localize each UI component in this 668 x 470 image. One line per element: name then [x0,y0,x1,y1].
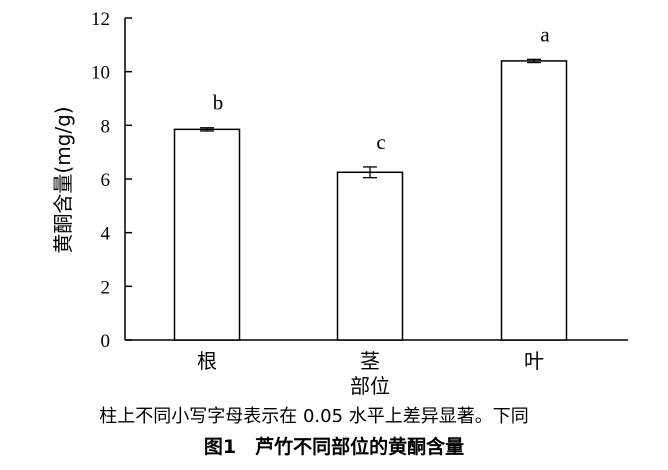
y-tick-label: 6 [101,170,111,191]
y-tick-label: 4 [101,224,111,245]
y-tick-label: 0 [101,331,111,352]
bar [336,171,404,341]
figure-caption: 图1 芦竹不同部位的黄酮含量 [203,436,465,458]
x-tick-label: 根 [197,349,217,373]
y-axis-title: 黄酮含量(mg/g) [51,106,75,253]
y-tick-label: 10 [91,63,110,84]
bar [173,128,241,341]
error-bars [200,58,541,179]
y-tick-label: 2 [101,277,111,298]
labels: b 根 c 茎 a 叶部位 黄酮含量(mg/g) [51,22,550,398]
chart-footnote: 柱上不同小写字母表示在 0.05 水平上差异显著。下同 [99,406,529,427]
x-axis-title: 部位 [350,374,390,398]
y-tick-label: 8 [101,116,111,137]
y-tick-label: 12 [91,9,110,30]
significance-label: b [213,91,224,115]
bar-chart: 0 2 4 6 8 10 12 b 根 c 茎 a 叶部位 黄酮含量(mg/g) [51,9,628,398]
bar [500,60,568,341]
x-tick-label: 茎 [360,349,380,373]
x-tick-label: 叶 [524,349,544,373]
bars [173,60,568,341]
significance-label: c [376,130,385,154]
significance-label: a [540,22,550,46]
